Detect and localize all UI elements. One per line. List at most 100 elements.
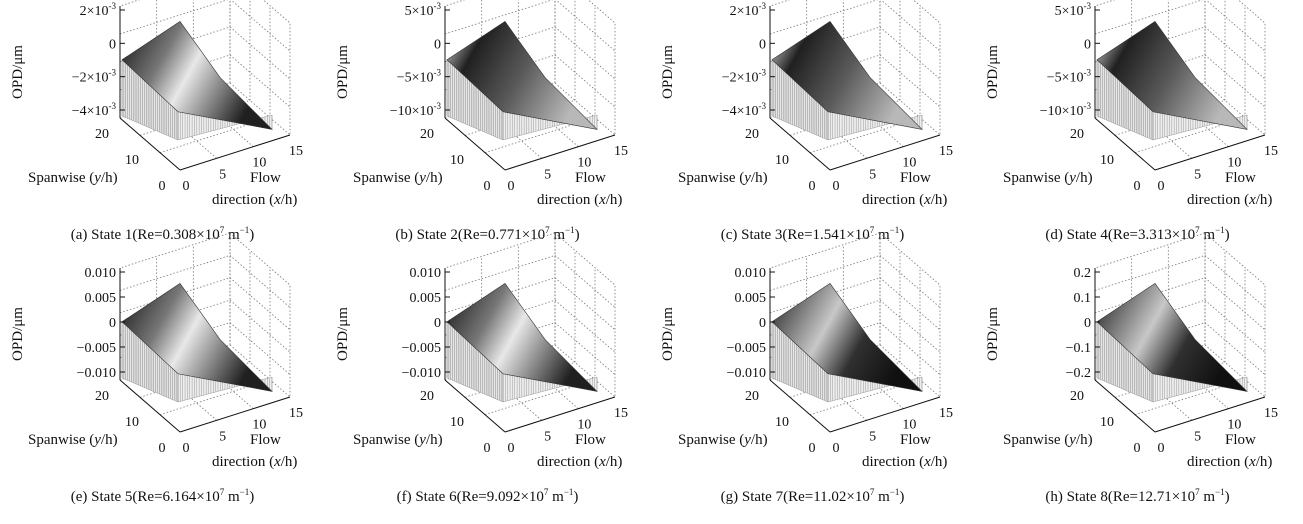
y-axis-label: Spanwise (y/h)	[1003, 170, 1093, 186]
x-axis-label-line1: Flow	[1225, 170, 1256, 186]
y-axis-label: Spanwise (y/h)	[28, 170, 118, 186]
y-axis-label: Spanwise (y/h)	[678, 432, 768, 448]
caption-close: )	[899, 227, 905, 243]
x-axis-label-line2: direction (x/h)	[1187, 192, 1272, 208]
caption-unit: m	[548, 489, 564, 505]
z-tick-label: 0	[759, 316, 766, 331]
panel-caption: (f) State 6(Re=9.092×107 m−1)	[325, 487, 650, 506]
surface-skirt	[771, 59, 923, 141]
z-tick-label: 2×10-3	[730, 1, 767, 19]
surface-plot: 5×10-3 0 −5×10-3 −10×10-3 OPD/μm 20 10 0 0 5 10 15 S…	[985, 0, 1279, 208]
subplot-panel: 0.010 0.005 0 −0.005 −0.010 OPD/μm 20 10 0 0 5 10 15…	[325, 232, 650, 524]
z-tick-label: 0.010	[410, 266, 442, 281]
x-tick-label: 0	[833, 179, 840, 194]
panel-caption: (h) State 8(Re=12.71×107 m−1)	[975, 487, 1300, 506]
x-tick-label: 10	[1227, 156, 1241, 171]
caption-unit_exp: −1	[239, 487, 250, 497]
y-tick-label: 0	[809, 179, 816, 194]
x-tick-label: 0	[183, 441, 190, 456]
x-axis-label-line1: Flow	[250, 432, 281, 448]
caption-close: )	[1224, 489, 1230, 505]
surface-top	[1096, 282, 1248, 392]
caption-unit_exp: −1	[563, 487, 574, 497]
z-tick-label: −4×10-3	[722, 101, 767, 119]
z-tick-labels: 5×10-3 0 −5×10-3 −10×10-3	[1040, 1, 1100, 119]
y-axis-label: Spanwise (y/h)	[353, 432, 443, 448]
z-tick-labels: 0.2 0.1 0 −0.1 −0.2	[1066, 266, 1100, 381]
surface-plot: 0.010 0.005 0 −0.005 −0.010 OPD/μm 20 10 0 0 5 10 15…	[10, 232, 304, 470]
x-tick-label: 0	[1158, 441, 1165, 456]
surface-top	[771, 20, 923, 130]
x-tick-label: 5	[869, 167, 876, 182]
x-tick-label: 10	[252, 156, 266, 171]
x-tick-label: 0	[833, 441, 840, 456]
y-tick-label: 20	[745, 389, 759, 404]
z-tick-label: −0.1	[1066, 341, 1091, 356]
caption-exp: 7	[219, 487, 225, 497]
caption-exp: 7	[869, 225, 875, 235]
x-tick-labels: 0 5 10 15	[1158, 144, 1279, 194]
surface-skirt	[446, 59, 598, 141]
y-tick-label: 20	[1070, 127, 1084, 142]
y-tick-label: 0	[484, 441, 491, 456]
z-tick-label: 5×10-3	[1055, 1, 1092, 19]
z-tick-label: −0.005	[402, 341, 441, 356]
caption-exp: 7	[1195, 487, 1200, 497]
z-tick-exponent: -3	[109, 101, 117, 111]
y-tick-label: 0	[809, 441, 816, 456]
x-axis-label-line2: direction (x/h)	[212, 454, 297, 470]
y-tick-label: 10	[125, 415, 139, 430]
panel-caption: (d) State 4(Re=3.313×107 m−1)	[975, 225, 1300, 244]
surface-plot: 2×10-3 0 −2×10-3 −4×10-3 OPD/μm 20 10 0 0 5 10 15 Sp…	[10, 0, 303, 208]
x-tick-label: 15	[1264, 406, 1278, 421]
panel-caption: (g) State 7(Re=11.02×107 m−1)	[650, 487, 975, 506]
z-tick-label: −2×10-3	[722, 68, 767, 86]
x-tick-label: 0	[508, 179, 515, 194]
x-tick-labels: 0 5 10 15	[508, 406, 629, 456]
panel-caption: (e) State 5(Re=6.164×107 m−1)	[0, 487, 325, 506]
caption-unit_exp: −1	[1215, 487, 1225, 497]
caption-close: )	[249, 227, 255, 243]
z-tick-exponent: -3	[759, 101, 767, 111]
surface-skirt	[121, 59, 273, 141]
z-tick-label: 0.010	[735, 266, 767, 281]
z-tick-label: −10×10-3	[390, 101, 442, 119]
surface-top	[771, 282, 923, 392]
z-tick-exponent: -3	[1084, 1, 1092, 11]
y-tick-label: 10	[775, 415, 789, 430]
y-tick-labels: 20 10 0	[1070, 127, 1141, 194]
z-tick-exponent: -3	[434, 101, 442, 111]
caption-unit: m	[549, 227, 566, 243]
surface-top	[446, 282, 598, 392]
x-axis-label-line2: direction (x/h)	[862, 192, 947, 208]
surface-top	[1096, 20, 1248, 130]
z-tick-label: −2×10-3	[72, 68, 117, 86]
caption-unit_exp: −1	[565, 225, 575, 235]
z-tick-labels: 0.010 0.005 0 −0.005 −0.010	[727, 266, 775, 381]
x-tick-label: 5	[219, 167, 226, 182]
x-axis-label-line1: Flow	[900, 432, 931, 448]
axis-lines	[1094, 6, 1266, 171]
surface-top	[121, 282, 273, 392]
x-tick-labels: 0 5 10 15	[833, 406, 954, 456]
caption-prefix: (e) State 5(Re=6.164×10	[70, 489, 220, 505]
z-tick-label: −0.005	[77, 341, 116, 356]
x-tick-label: 15	[614, 406, 628, 421]
subplot-panel: 0.010 0.005 0 −0.005 −0.010 OPD/μm 20 10 0 0 5 10 15…	[0, 232, 325, 524]
z-axis-label: OPD/μm	[660, 307, 676, 361]
z-tick-label: 0.005	[410, 291, 442, 306]
x-tick-label: 0	[508, 441, 515, 456]
x-tick-labels: 0 5 10 15	[833, 144, 954, 194]
y-tick-labels: 20 10 0	[745, 127, 816, 194]
y-tick-label: 0	[159, 179, 166, 194]
z-tick-label: −4×10-3	[72, 101, 117, 119]
x-axis-label-line1: Flow	[575, 432, 606, 448]
caption-exp: 7	[545, 225, 550, 235]
surface-skirt	[446, 321, 598, 403]
x-axis-label-line1: Flow	[575, 170, 606, 186]
z-tick-label: −10×10-3	[1040, 101, 1092, 119]
y-tick-label: 20	[420, 127, 434, 142]
x-tick-labels: 0 5 10 15	[183, 406, 304, 456]
x-tick-label: 15	[614, 144, 628, 159]
y-tick-label: 20	[95, 127, 109, 142]
